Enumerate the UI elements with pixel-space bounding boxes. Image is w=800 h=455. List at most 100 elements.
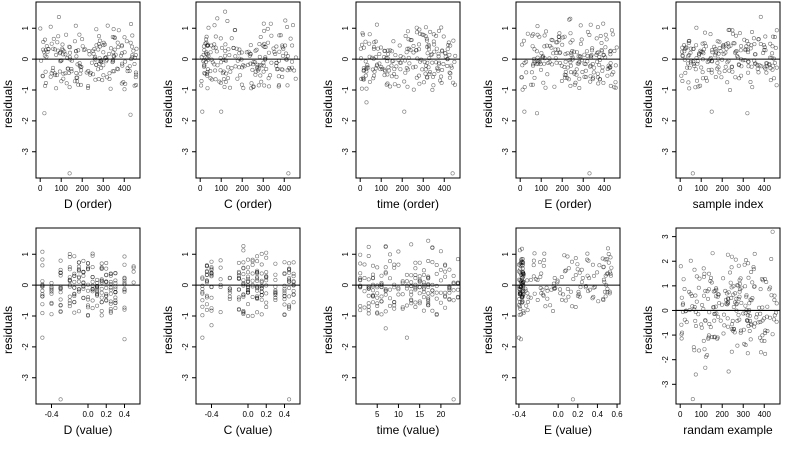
data-point (95, 304, 98, 307)
y-tick-label: -3 (661, 380, 670, 388)
data-point (734, 34, 737, 37)
data-point (716, 315, 719, 318)
data-point (576, 268, 579, 271)
data-point (604, 33, 607, 36)
data-point (728, 69, 731, 72)
data-point (728, 88, 731, 91)
data-point (430, 53, 433, 56)
data-point (219, 285, 222, 288)
data-point (606, 74, 609, 77)
data-point (579, 42, 582, 45)
data-point (109, 300, 112, 303)
x-tick-label: 200 (76, 184, 90, 193)
y-tick-label: 1 (501, 25, 510, 30)
data-point (388, 253, 391, 256)
data-point (746, 352, 749, 355)
data-point (579, 24, 582, 27)
data-point (746, 112, 749, 115)
data-point (210, 260, 213, 263)
data-point (219, 266, 222, 269)
data-point (260, 313, 263, 316)
data-point (523, 110, 526, 113)
y-tick-label: -3 (21, 374, 30, 382)
data-point (219, 259, 222, 262)
data-point (586, 54, 589, 57)
y-tick-label: -3 (341, 374, 350, 382)
data-point (367, 308, 370, 311)
data-point (394, 53, 397, 56)
data-point (542, 258, 545, 261)
y-tick-label: -2 (341, 117, 350, 125)
data-point (747, 276, 750, 279)
data-point (418, 60, 421, 63)
data-point (694, 324, 697, 327)
data-point (100, 262, 103, 265)
data-point (393, 307, 396, 310)
data-point (570, 305, 573, 308)
data-point (393, 263, 396, 266)
y-tick-label: 1 (181, 251, 190, 256)
data-point (77, 310, 80, 313)
data-point (561, 293, 564, 296)
x-tick-label: 10 (394, 410, 403, 419)
data-point (728, 271, 731, 274)
data-point (281, 75, 284, 78)
data-point (73, 300, 76, 303)
data-point (571, 39, 574, 42)
x-tick-label: 200 (396, 184, 410, 193)
data-point (697, 286, 700, 289)
x-tick-label: 0.6 (611, 410, 623, 419)
data-point (439, 279, 442, 282)
data-point (432, 84, 435, 87)
data-point (569, 290, 572, 293)
data-point (68, 172, 71, 175)
data-point (216, 63, 219, 66)
data-point (444, 55, 447, 58)
data-point (384, 293, 387, 296)
data-point (365, 101, 368, 104)
data-point (697, 349, 700, 352)
data-point (439, 268, 442, 271)
y-tick-label: 3 (661, 234, 670, 239)
data-point (256, 63, 259, 66)
data-point (427, 239, 430, 242)
data-point (452, 39, 455, 42)
data-point (726, 325, 729, 328)
data-point (260, 252, 263, 255)
data-point (446, 64, 449, 67)
data-point (749, 47, 752, 50)
data-point (739, 74, 742, 77)
data-point (375, 23, 378, 26)
data-point (602, 81, 605, 84)
data-point (210, 296, 213, 299)
data-point (393, 83, 396, 86)
x-tick-label: 0.2 (572, 410, 584, 419)
data-point (597, 63, 600, 66)
data-point (439, 75, 442, 78)
data-point (580, 280, 583, 283)
data-point (526, 300, 529, 303)
data-point (417, 43, 420, 46)
data-point (82, 274, 85, 277)
data-point (132, 281, 135, 284)
data-point (769, 78, 772, 81)
data-point (359, 304, 362, 307)
data-point (100, 296, 103, 299)
data-point (714, 75, 717, 78)
data-point (246, 258, 249, 261)
x-tick-label: 0 (518, 184, 523, 193)
data-point (78, 33, 81, 36)
data-point (757, 71, 760, 74)
data-point (575, 68, 578, 71)
data-point (691, 397, 694, 400)
data-point (730, 296, 733, 299)
data-point (230, 66, 233, 69)
data-point (214, 78, 217, 81)
data-point (287, 286, 290, 289)
data-point (609, 84, 612, 87)
data-point (242, 261, 245, 264)
panel-7: -3-2-101-0.4 0.0 0.2 0.4C (value)residuals (161, 228, 300, 437)
x-tick-label: 200 (716, 184, 730, 193)
x-axis-label: time (order) (377, 197, 439, 211)
data-point (109, 47, 112, 50)
